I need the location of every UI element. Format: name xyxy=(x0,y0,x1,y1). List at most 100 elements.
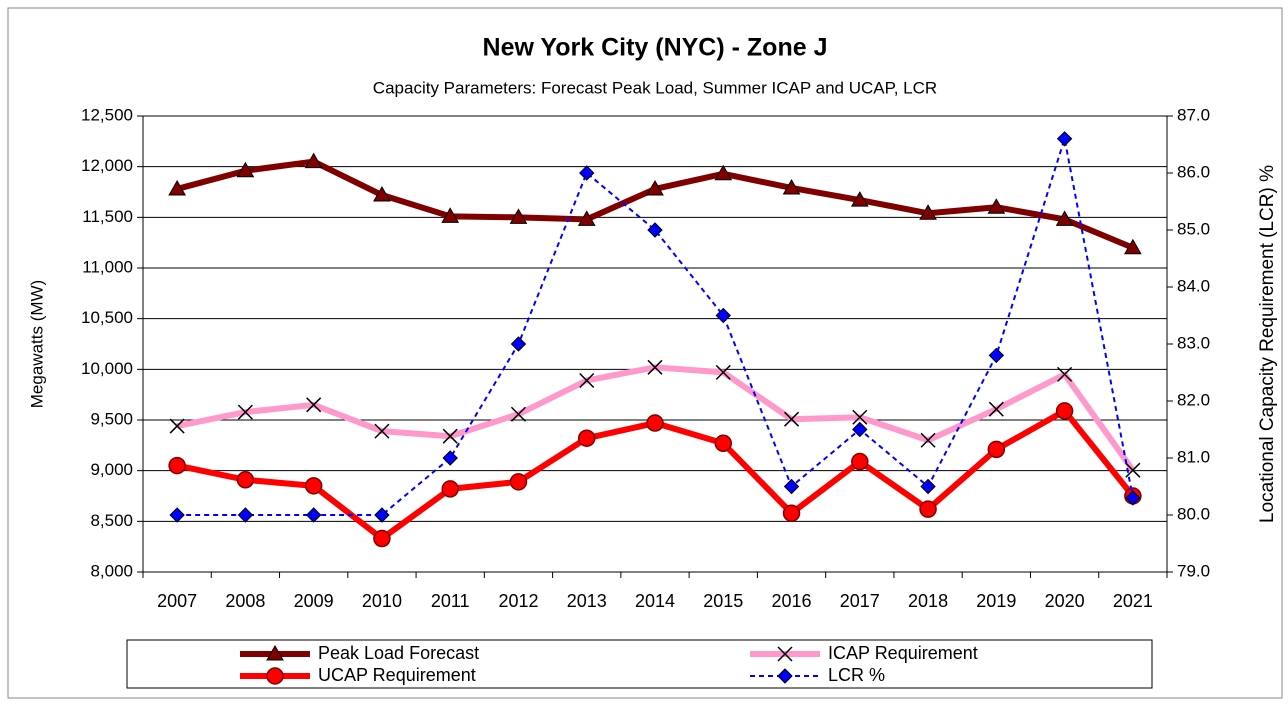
data-point xyxy=(783,478,800,495)
y2-tick-label: 86.0 xyxy=(1177,162,1210,181)
chart-title: New York City (NYC) - Zone J xyxy=(483,34,828,62)
y2-tick-label: 81.0 xyxy=(1177,447,1210,466)
data-point xyxy=(442,428,458,444)
data-point xyxy=(579,165,595,181)
data-point xyxy=(851,452,869,471)
data-point xyxy=(169,418,185,434)
y-tick-label: 9,500 xyxy=(90,409,133,428)
data-point xyxy=(646,414,664,432)
data-point xyxy=(715,307,731,324)
data-point xyxy=(305,507,322,523)
data-point xyxy=(510,406,526,422)
data-point xyxy=(304,152,323,169)
data-point xyxy=(647,222,663,238)
data-point xyxy=(577,210,596,226)
x-tick-label: 2009 xyxy=(294,591,334,611)
data-point xyxy=(237,507,254,523)
data-point xyxy=(715,364,731,380)
x-tick-label: 2021 xyxy=(1113,591,1153,611)
y-axis-label: Megawatts (MW) xyxy=(27,280,46,408)
data-point xyxy=(441,480,459,498)
legend-label: ICAP Requirement xyxy=(828,643,978,663)
data-point xyxy=(782,178,801,195)
data-point xyxy=(850,191,869,207)
data-point xyxy=(784,411,800,427)
data-point xyxy=(236,161,255,178)
data-point xyxy=(1125,490,1141,506)
data-point xyxy=(168,179,186,196)
y2-tick-label: 87.0 xyxy=(1177,105,1210,124)
y-tick-label: 8,500 xyxy=(90,511,133,530)
x-tick-label: 2015 xyxy=(703,591,743,611)
y2-tick-label: 79.0 xyxy=(1177,561,1210,580)
data-point xyxy=(442,450,458,466)
y-tick-label: 12,500 xyxy=(81,105,133,124)
y-tick-label: 8,000 xyxy=(90,561,133,580)
y-tick-label: 10,000 xyxy=(81,359,133,378)
x-tick-label: 2017 xyxy=(840,591,880,611)
legend xyxy=(126,639,1153,689)
data-point xyxy=(169,507,185,523)
data-point xyxy=(304,477,323,495)
data-point xyxy=(1055,402,1074,420)
x-tick-label: 2019 xyxy=(976,591,1016,611)
y2-axis-label: Locational Capacity Requirement (LCR) % xyxy=(1257,165,1278,523)
legend-marker xyxy=(266,644,284,661)
y2-tick-label: 84.0 xyxy=(1177,276,1210,295)
data-point xyxy=(987,198,1006,214)
data-point xyxy=(579,372,595,389)
y2-tick-label: 83.0 xyxy=(1177,333,1210,352)
x-tick-label: 2013 xyxy=(567,591,607,611)
x-tick-label: 2012 xyxy=(498,591,538,611)
data-point xyxy=(1124,238,1142,255)
data-point xyxy=(237,404,253,420)
y-tick-label: 11,000 xyxy=(82,257,133,276)
legend-marker xyxy=(777,646,793,662)
data-point xyxy=(306,397,322,413)
data-point xyxy=(577,429,596,447)
data-point xyxy=(852,409,868,425)
y2-tick-label: 82.0 xyxy=(1177,390,1210,409)
data-point xyxy=(714,434,733,453)
x-tick-label: 2010 xyxy=(362,591,402,611)
data-point xyxy=(714,164,733,181)
data-point xyxy=(647,359,663,375)
data-point xyxy=(441,207,460,223)
legend-marker xyxy=(266,667,284,685)
x-tick-label: 2020 xyxy=(1045,591,1085,611)
y-tick-label: 9,000 xyxy=(90,460,133,479)
x-tick-label: 2016 xyxy=(772,591,812,611)
data-point xyxy=(988,401,1004,417)
series-line xyxy=(177,137,1134,516)
data-point xyxy=(852,421,868,438)
y-tick-label: 11,500 xyxy=(82,207,133,226)
data-point xyxy=(920,478,936,495)
data-point xyxy=(236,471,255,489)
data-point xyxy=(1056,131,1073,147)
data-point xyxy=(509,473,528,491)
data-point xyxy=(919,500,937,518)
data-point xyxy=(373,186,391,202)
legend-label: Peak Load Forecast xyxy=(318,643,479,663)
data-point xyxy=(1057,366,1073,382)
legend-label: UCAP Requirement xyxy=(318,665,476,685)
data-point xyxy=(168,456,186,475)
data-point xyxy=(374,423,390,439)
chart-subtitle: Capacity Parameters: Forecast Peak Load,… xyxy=(373,78,937,97)
legend-marker xyxy=(777,668,793,684)
x-tick-label: 2007 xyxy=(157,591,197,611)
data-point xyxy=(988,347,1005,364)
data-point xyxy=(987,440,1006,459)
y-tick-label: 10,500 xyxy=(81,308,133,327)
y-tick-label: 12,000 xyxy=(81,156,133,175)
y2-tick-label: 80.0 xyxy=(1177,504,1210,523)
x-tick-label: 2011 xyxy=(431,591,470,611)
data-point xyxy=(646,179,664,196)
data-point xyxy=(919,204,937,220)
data-point xyxy=(374,507,390,523)
x-tick-label: 2008 xyxy=(225,591,265,611)
data-point xyxy=(510,336,527,352)
data-point xyxy=(509,208,528,224)
data-point xyxy=(1055,210,1074,226)
